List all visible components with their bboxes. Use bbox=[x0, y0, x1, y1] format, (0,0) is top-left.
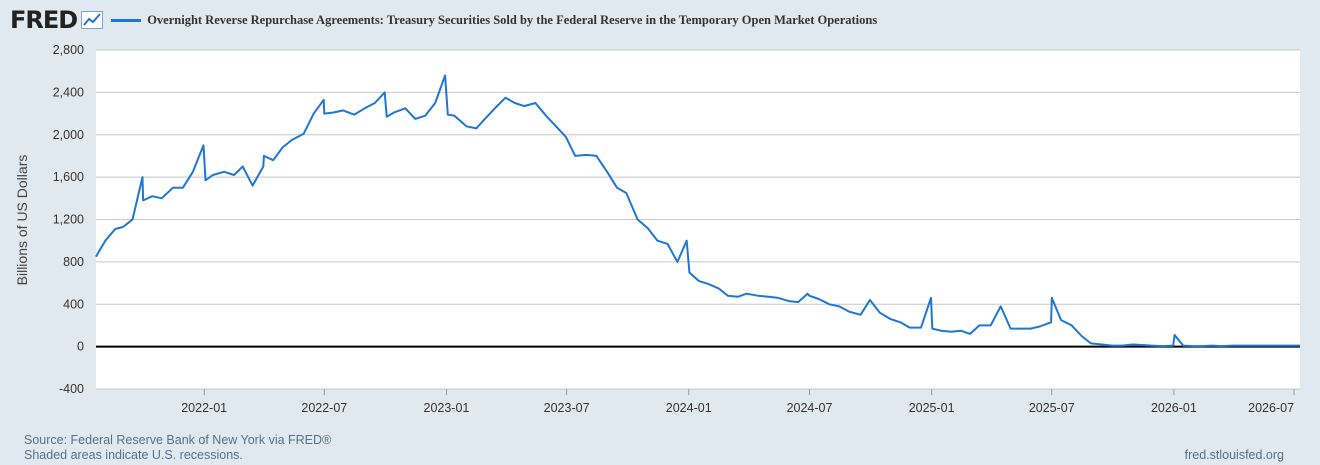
y-tick-label: 400 bbox=[63, 297, 84, 311]
y-tick-label: 2,000 bbox=[53, 128, 84, 142]
y-axis: -400 0 400 800 1,200 1,600 2,000 2,400 2,800 bbox=[53, 43, 84, 396]
y-axis-label: Billions of US Dollars bbox=[14, 155, 30, 286]
y-tick-label: 1,600 bbox=[53, 170, 84, 184]
legend-swatch bbox=[111, 18, 142, 22]
y-tick-label: 2,800 bbox=[53, 43, 84, 57]
fred-logo[interactable]: FRED bbox=[10, 6, 78, 34]
x-tick-label: 2023-01 bbox=[424, 401, 470, 415]
source-text: Source: Federal Reserve Bank of New York… bbox=[24, 433, 332, 447]
recession-note: Shaded areas indicate U.S. recessions. bbox=[24, 448, 243, 462]
y-tick-label: -400 bbox=[59, 382, 84, 396]
x-tick-label: 2026-07 bbox=[1248, 401, 1294, 415]
x-tick-label: 2026-01 bbox=[1151, 401, 1197, 415]
x-tick-label: 2023-07 bbox=[544, 401, 590, 415]
chart-trend-icon bbox=[81, 11, 104, 29]
x-tick-label: 2022-07 bbox=[301, 401, 347, 415]
y-tick-label: 0 bbox=[77, 340, 84, 354]
chart-title: Overnight Reverse Repurchase Agreements:… bbox=[147, 12, 878, 27]
y-tick-label: 2,400 bbox=[53, 85, 84, 99]
x-tick-label: 2022-01 bbox=[181, 401, 227, 415]
x-tick-label: 2025-07 bbox=[1029, 401, 1075, 415]
footer-source: Source: Federal Reserve Bank of New York… bbox=[24, 433, 331, 463]
y-tick-label: 800 bbox=[63, 255, 84, 269]
series-line bbox=[95, 74, 1300, 348]
fred-url[interactable]: fred.stlouisfed.org bbox=[1184, 448, 1284, 462]
y-tick-label: 1,200 bbox=[53, 213, 84, 227]
x-tick-label: 2025-01 bbox=[909, 401, 955, 415]
chart-header: FRED Overnight Reverse Repurchase Agreem… bbox=[10, 6, 877, 34]
x-axis: 2022-01 2022-07 2023-01 2023-07 2024-01 2024-… bbox=[181, 389, 1295, 415]
x-tick-label: 2024-01 bbox=[666, 401, 712, 415]
x-tick-label: 2024-07 bbox=[787, 401, 833, 415]
